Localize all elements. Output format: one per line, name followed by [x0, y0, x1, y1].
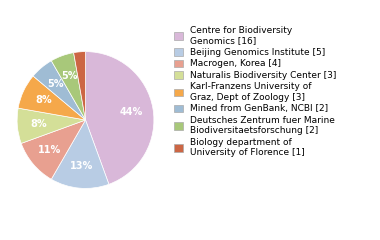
Wedge shape [86, 52, 154, 184]
Wedge shape [33, 61, 86, 120]
Wedge shape [74, 52, 86, 120]
Text: 13%: 13% [70, 161, 93, 171]
Text: 5%: 5% [48, 79, 64, 89]
Text: 5%: 5% [61, 71, 78, 81]
Wedge shape [18, 76, 86, 120]
Legend: Centre for Biodiversity
Genomics [16], Beijing Genomics Institute [5], Macrogen,: Centre for Biodiversity Genomics [16], B… [174, 26, 336, 157]
Wedge shape [51, 120, 109, 188]
Text: 8%: 8% [35, 95, 52, 105]
Wedge shape [17, 108, 85, 143]
Text: 11%: 11% [38, 145, 62, 155]
Text: 44%: 44% [120, 107, 143, 117]
Wedge shape [21, 120, 86, 179]
Wedge shape [51, 53, 86, 120]
Text: 8%: 8% [31, 119, 48, 129]
